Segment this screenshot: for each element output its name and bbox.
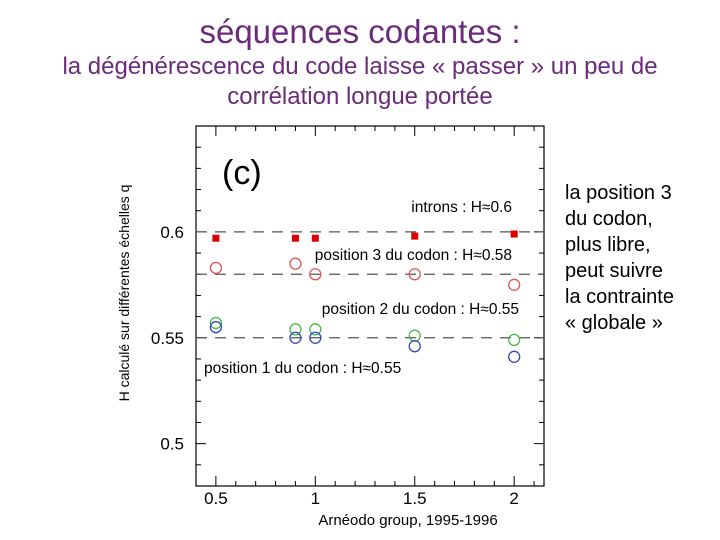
position-1-du-codon-point — [289, 331, 302, 344]
side-note-line: plus libre, — [565, 234, 651, 256]
position-2-du-codon-point — [508, 333, 521, 347]
position-3-du-codon-point — [408, 268, 421, 281]
slide-subtitle: la dégénérescence du code laisse « passe… — [62, 53, 658, 110]
x-tick-label: 1.5 — [403, 489, 427, 508]
x-tick-label: 2 — [509, 489, 518, 508]
side-note-line: peut suivre — [565, 260, 663, 282]
y-tick-label: 0.6 — [160, 223, 184, 242]
position-1-du-codon-point — [408, 340, 421, 353]
side-note-line: la position 3 — [565, 182, 672, 204]
slide-title: séquences codantes : — [199, 13, 521, 50]
introns-point — [311, 234, 319, 242]
position-2-du-codon-point — [408, 329, 421, 342]
position-3-du-codon-point — [289, 257, 302, 270]
y-tick-label: 0.5 — [160, 435, 184, 454]
introns-point — [212, 234, 220, 242]
position-3-du-codon-point — [508, 278, 521, 291]
series-annotation: position 2 du codon : H≈0.55 — [322, 301, 519, 318]
x-tick-label: 1 — [311, 489, 320, 508]
side-note: la position 3 du codon, plus libre, peut… — [565, 180, 715, 336]
position-1-du-codon-point — [309, 331, 322, 344]
position-3-du-codon-point — [209, 261, 223, 275]
introns-point — [510, 230, 518, 238]
position-3-du-codon-point — [309, 268, 322, 281]
series-annotation: introns : H≈0.6 — [411, 199, 512, 216]
position-2-du-codon-point — [209, 316, 223, 330]
series-annotation: position 1 du codon : H≈0.55 — [204, 360, 401, 377]
side-note-line: « globale » — [565, 312, 663, 334]
introns-point — [291, 234, 299, 242]
credit-text: Arnéodo group, 1995-1996 — [318, 512, 498, 529]
x-tick-label: 0.5 — [204, 489, 228, 508]
panel-label: (c) — [222, 154, 262, 192]
position-1-du-codon-point — [508, 350, 521, 363]
position-2-du-codon-point — [309, 323, 322, 336]
series-annotation: position 3 du codon : H≈0.58 — [315, 247, 512, 264]
side-note-line: la contrainte — [565, 286, 674, 308]
position-2-du-codon-point — [289, 323, 302, 336]
side-note-line: du codon, — [565, 208, 653, 230]
introns-point — [411, 232, 419, 240]
position-1-du-codon-point — [209, 321, 223, 334]
y-tick-label: 0.55 — [151, 329, 184, 348]
plot-frame — [195, 125, 545, 487]
